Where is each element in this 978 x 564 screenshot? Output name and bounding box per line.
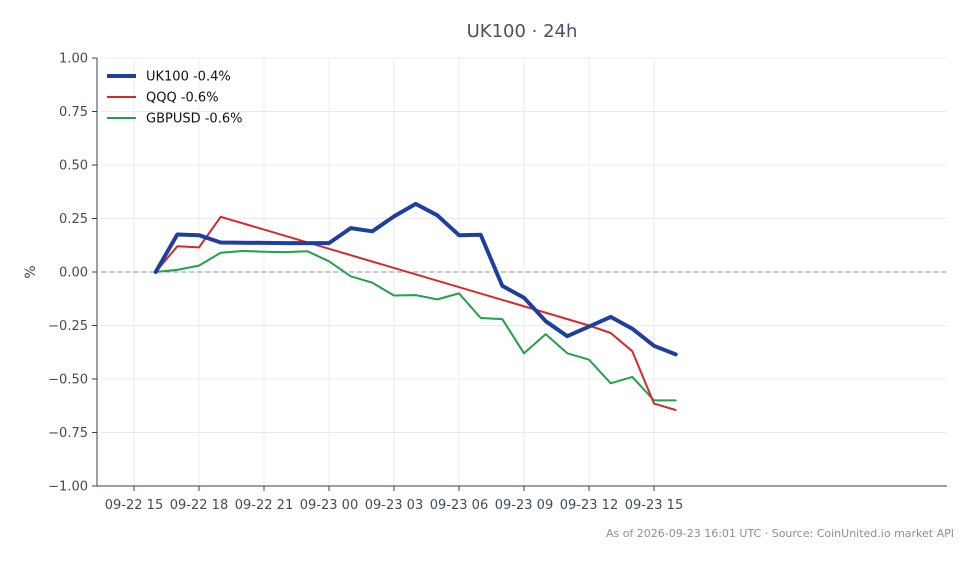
chart-title: UK100 · 24h [467,21,578,42]
y-tick-label: −0.75 [48,426,88,441]
x-tick-label: 09-22 21 [235,498,293,513]
series-line-0 [153,201,678,357]
series-layer [153,201,678,411]
y-tick-label: 0.50 [59,159,88,174]
series-line-1 [154,215,677,411]
y-tick-label: 0.75 [59,105,88,120]
y-tick-label: −1.00 [48,480,88,495]
legend-label: UK100 -0.4% [146,70,231,85]
legend-label: QQQ -0.6% [146,91,219,106]
x-tick-labels: 09-22 15 09-22 18 09-22 21 09-23 00 09-23 03… [105,486,683,513]
series-line-2 [154,250,677,402]
y-tick-label: −0.25 [48,319,88,334]
y-tick-labels: 1.00 0.75 0.50 0.25 0.00 −0.25 −0.50 −0.75 −1.00 [48,52,97,495]
x-tick-label: 09-23 09 [495,498,553,513]
y-axis-label: % [23,265,39,278]
legend-label: GBPUSD -0.6% [146,112,242,127]
x-tick-label: 09-23 15 [625,498,683,513]
y-tick-label: 0.00 [59,266,88,281]
x-tick-label: 09-23 03 [365,498,423,513]
x-tick-label: 09-23 00 [300,498,358,513]
y-tick-label: 1.00 [59,52,88,67]
x-tick-label: 09-23 12 [560,498,618,513]
x-tick-label: 09-23 06 [430,498,488,513]
x-tick-label: 09-22 15 [105,498,163,513]
footer-source: As of 2026-09-23 16:01 UTC · Source: Coi… [606,527,954,540]
x-tick-label: 09-22 18 [170,498,228,513]
y-tick-label: −0.50 [48,373,88,388]
y-tick-label: 0.25 [59,212,88,227]
legend: UK100 -0.4% QQQ -0.6% GBPUSD -0.6% [107,70,242,127]
